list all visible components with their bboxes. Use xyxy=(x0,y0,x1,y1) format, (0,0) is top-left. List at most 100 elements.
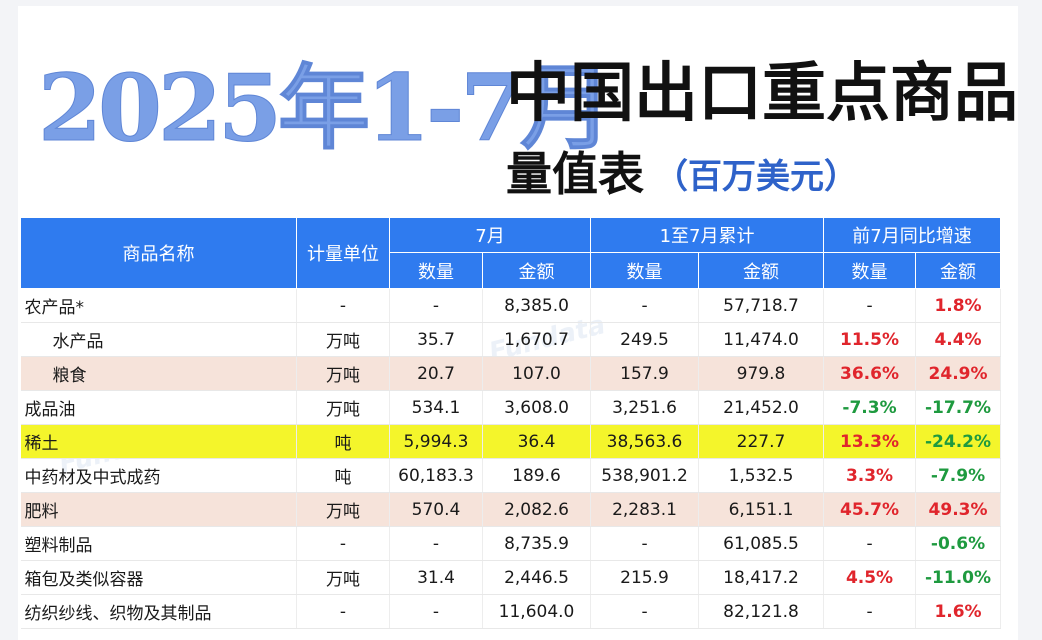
header-unit: 计量单位 xyxy=(296,217,390,289)
cell-growth-amt: -7.9% xyxy=(915,458,1002,493)
cell-cum-amt: 61,085.5 xyxy=(698,526,825,561)
cell-growth-amt: 1.6% xyxy=(915,594,1002,629)
cell-growth-qty: 45.7% xyxy=(823,492,917,527)
cell-month-qty: 20.7 xyxy=(389,356,483,391)
cell-growth-amt: 4.4% xyxy=(915,322,1002,357)
table-row: 成品油 万吨 534.1 3,608.0 3,251.6 21,452.0 -7.3% -17… xyxy=(20,390,1002,425)
cell-month-amt: 8,735.9 xyxy=(482,526,592,561)
cell-month-qty: 570.4 xyxy=(389,492,483,527)
header-cumulative: 1至7月累计 xyxy=(590,217,825,253)
cell-growth-amt: -24.2% xyxy=(915,424,1002,459)
cell-cum-amt: 11,474.0 xyxy=(698,322,825,357)
cell-name: 水产品 xyxy=(20,322,297,357)
header-month-qty: 数量 xyxy=(389,252,483,289)
header-month: 7月 xyxy=(388,217,592,253)
cell-month-qty: 60,183.3 xyxy=(389,458,483,493)
table-row: 肥料 万吨 570.4 2,082.6 2,283.1 6,151.1 45.7% 49.3% xyxy=(20,492,1002,527)
cell-month-amt: 8,385.0 xyxy=(482,288,592,323)
cell-month-amt: 36.4 xyxy=(482,424,592,459)
cell-month-qty: 5,994.3 xyxy=(389,424,483,459)
cell-cum-qty: 538,901.2 xyxy=(590,458,700,493)
cell-name: 箱包及类似容器 xyxy=(20,560,297,595)
cell-growth-qty: 13.3% xyxy=(823,424,917,459)
cell-unit: 万吨 xyxy=(296,322,390,357)
cell-growth-qty: - xyxy=(823,288,917,323)
header-growth-qty: 数量 xyxy=(823,252,917,289)
header-cum-amt: 金额 xyxy=(698,252,825,289)
header-month-amt: 金额 xyxy=(481,252,592,289)
table-row: 粮食 万吨 20.7 107.0 157.9 979.8 36.6% 24.9% xyxy=(20,356,1002,391)
cell-cum-amt: 57,718.7 xyxy=(698,288,825,323)
title-unit: （百万美元） xyxy=(654,157,858,197)
cell-month-amt: 2,446.5 xyxy=(482,560,592,595)
cell-cum-qty: - xyxy=(590,594,700,629)
cell-unit: 吨 xyxy=(296,424,390,459)
cell-month-amt: 107.0 xyxy=(482,356,592,391)
table-row: 纺织纱线、织物及其制品 - -11,604.0-82,121.8-1.6% xyxy=(20,594,1002,629)
header-cum-qty: 数量 xyxy=(590,252,700,289)
cell-growth-qty: 36.6% xyxy=(823,356,917,391)
cell-cum-amt: 1,532.5 xyxy=(698,458,825,493)
title-year: 2025年1-7月 xyxy=(37,54,612,163)
cell-growth-qty: 11.5% xyxy=(823,322,917,357)
cell-cum-qty: - xyxy=(590,288,700,323)
cell-cum-amt: 6,151.1 xyxy=(698,492,825,527)
cell-unit: 吨 xyxy=(296,458,390,493)
cell-growth-amt: -11.0% xyxy=(915,560,1002,595)
cell-name: 农产品* xyxy=(20,288,297,323)
cell-unit: - xyxy=(296,288,390,323)
cell-month-qty: 534.1 xyxy=(389,390,483,425)
table-row: 水产品 万吨 35.7 1,670.7 249.5 11,474.0 11.5% 4.4% xyxy=(20,322,1002,357)
cell-cum-amt: 82,121.8 xyxy=(698,594,825,629)
cell-month-qty: 35.7 xyxy=(389,322,483,357)
header-name: 商品名称 xyxy=(20,217,297,289)
cell-growth-amt: -0.6% xyxy=(915,526,1002,561)
cell-month-qty: - xyxy=(389,288,483,323)
header-growth-amt: 金额 xyxy=(915,252,1002,289)
cell-cum-amt: 21,452.0 xyxy=(698,390,825,425)
cell-name: 粮食 xyxy=(20,356,297,391)
cell-growth-qty: 4.5% xyxy=(823,560,917,595)
cell-unit: 万吨 xyxy=(296,492,390,527)
cell-cum-qty: - xyxy=(590,526,700,561)
cell-cum-amt: 227.7 xyxy=(698,424,825,459)
cell-growth-qty: 3.3% xyxy=(823,458,917,493)
cell-name: 肥料 xyxy=(20,492,297,527)
cell-month-qty: - xyxy=(389,526,483,561)
cell-unit: - xyxy=(296,526,390,561)
cell-name: 中药材及中式成药 xyxy=(20,458,297,493)
export-table: 商品名称 计量单位 7月 1至7月累计 前7月同比增速 数量 金额 数量 金额 … xyxy=(20,217,1002,629)
cell-growth-amt: 24.9% xyxy=(915,356,1002,391)
cell-growth-qty: - xyxy=(823,526,917,561)
cell-month-qty: 31.4 xyxy=(389,560,483,595)
cell-name: 成品油 xyxy=(20,390,297,425)
cell-cum-qty: 157.9 xyxy=(590,356,700,391)
table-body: 农产品* - -8,385.0-57,718.7-1.8% 水产品 万吨 35.7 1,67… xyxy=(20,288,1002,629)
cell-month-amt: 11,604.0 xyxy=(482,594,592,629)
cell-unit: 万吨 xyxy=(296,356,390,391)
cell-cum-qty: 2,283.1 xyxy=(590,492,700,527)
table-row: 箱包及类似容器 万吨 31.4 2,446.5 215.9 18,417.2 4.5% -11… xyxy=(20,560,1002,595)
cell-unit: - xyxy=(296,594,390,629)
cell-growth-qty: -7.3% xyxy=(823,390,917,425)
cell-month-amt: 1,670.7 xyxy=(482,322,592,357)
cell-cum-amt: 979.8 xyxy=(698,356,825,391)
cell-cum-qty: 249.5 xyxy=(590,322,700,357)
cell-month-amt: 189.6 xyxy=(482,458,592,493)
cell-cum-qty: 215.9 xyxy=(590,560,700,595)
cell-cum-amt: 18,417.2 xyxy=(698,560,825,595)
cell-unit: 万吨 xyxy=(296,560,390,595)
cell-cum-qty: 38,563.6 xyxy=(590,424,700,459)
table-row: 农产品* - -8,385.0-57,718.7-1.8% xyxy=(20,288,1002,323)
cell-month-qty: - xyxy=(389,594,483,629)
cell-name: 稀土 xyxy=(20,424,297,459)
cell-month-amt: 3,608.0 xyxy=(482,390,592,425)
table-row: 塑料制品 - -8,735.9-61,085.5- -0.6% xyxy=(20,526,1002,561)
title-main: 中国出口重点商品 xyxy=(506,56,1018,131)
header-growth: 前7月同比增速 xyxy=(823,217,1002,253)
cell-growth-amt: 49.3% xyxy=(915,492,1002,527)
cell-growth-amt: 1.8% xyxy=(915,288,1002,323)
cell-unit: 万吨 xyxy=(296,390,390,425)
cell-month-amt: 2,082.6 xyxy=(482,492,592,527)
cell-growth-qty: - xyxy=(823,594,917,629)
